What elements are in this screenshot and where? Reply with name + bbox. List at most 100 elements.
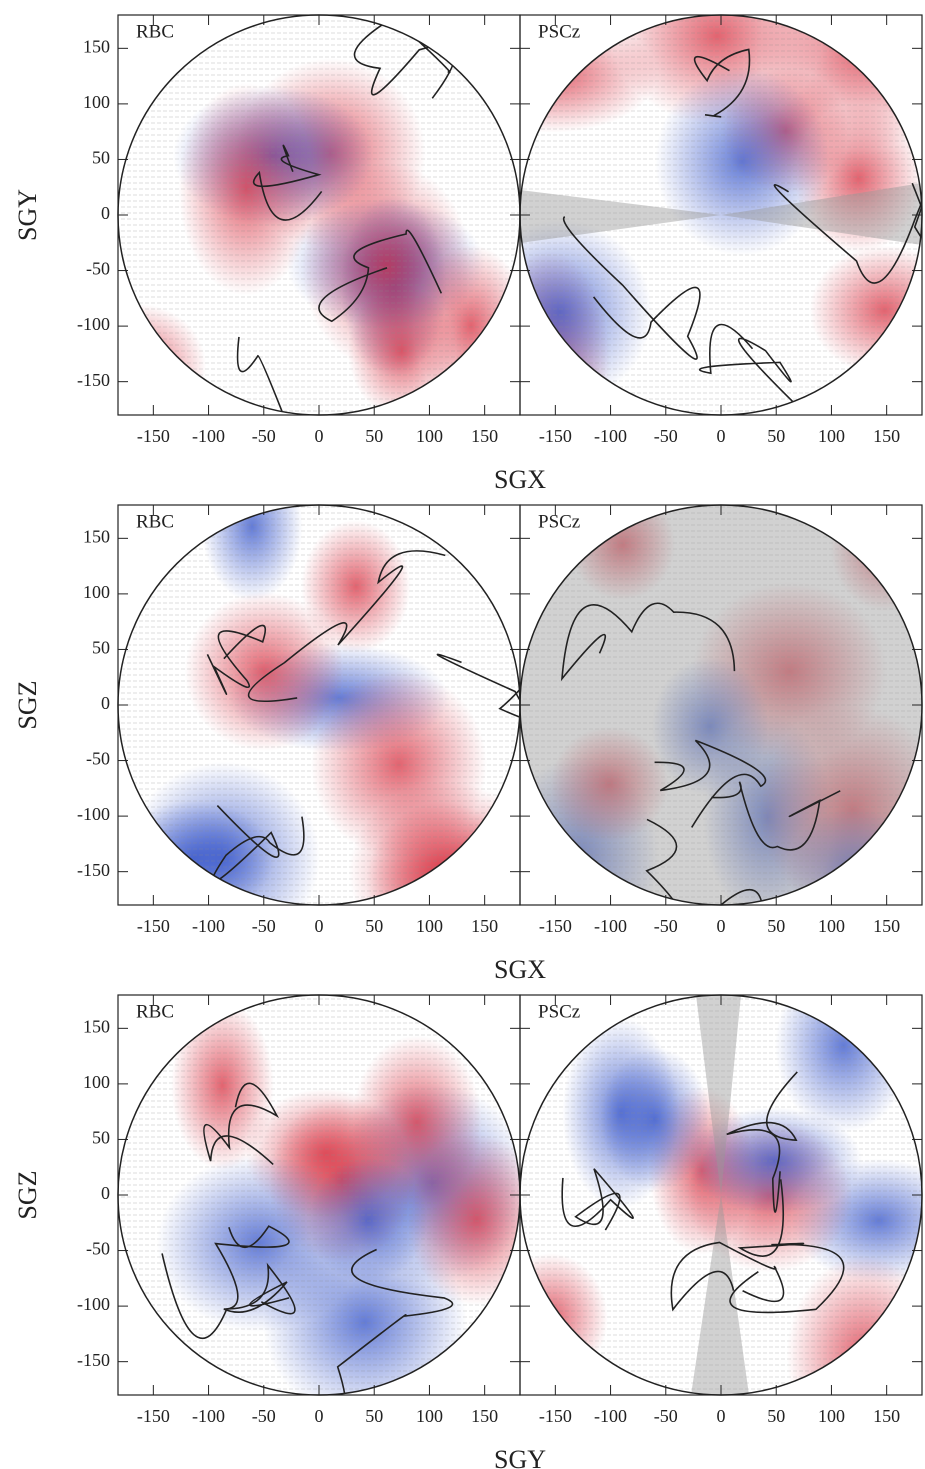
panel-label: RBC — [136, 21, 174, 42]
field — [118, 995, 520, 1395]
y-axis-label: SGY — [13, 189, 42, 241]
y-tick-label: 50 — [92, 148, 110, 168]
x-tick-label: -50 — [654, 1406, 678, 1426]
arrow-texture — [118, 505, 520, 905]
y-tick-label: -150 — [77, 1350, 110, 1370]
masked-wedge — [520, 183, 922, 245]
contour — [560, 602, 736, 682]
x-tick-label: 100 — [416, 916, 443, 936]
x-tick-label: 150 — [471, 916, 498, 936]
y-tick-label: 50 — [92, 1128, 110, 1148]
field — [520, 995, 922, 1395]
y-tick-label: 100 — [83, 1072, 110, 1092]
y-tick-label: -150 — [77, 860, 110, 880]
panel-label: RBC — [136, 1001, 174, 1022]
x-tick-label: -150 — [539, 1406, 572, 1426]
x-tick-label: 150 — [873, 1406, 900, 1426]
arrow-texture — [118, 15, 520, 415]
contour — [310, 1248, 454, 1395]
x-tick-label: -100 — [192, 426, 225, 446]
contour — [161, 1225, 290, 1340]
x-tick-label: 150 — [873, 426, 900, 446]
masked-region — [520, 505, 922, 905]
x-tick-label: -50 — [252, 426, 276, 446]
x-tick-label: -100 — [594, 1406, 627, 1426]
x-tick-label: 150 — [873, 916, 900, 936]
x-tick-label: -50 — [654, 916, 678, 936]
x-tick-label: 50 — [365, 426, 383, 446]
contour — [206, 624, 267, 695]
x-tick-label: 100 — [818, 426, 845, 446]
contour — [726, 1071, 798, 1213]
y-tick-label: -50 — [86, 259, 110, 279]
y-tick-label: 150 — [83, 36, 110, 56]
y-axis-label: SGZ — [13, 1170, 42, 1219]
contour — [318, 229, 443, 323]
x-tick-label: -100 — [192, 916, 225, 936]
x-tick-label: -100 — [594, 916, 627, 936]
y-tick-label: 150 — [83, 526, 110, 546]
y-tick-label: -150 — [77, 370, 110, 390]
x-tick-label: -150 — [137, 916, 170, 936]
x-tick-label: 50 — [365, 916, 383, 936]
x-tick-label: 0 — [717, 916, 726, 936]
y-tick-label: 50 — [92, 638, 110, 658]
panel-label: PSCz — [538, 1001, 580, 1022]
arrow-texture — [520, 15, 922, 415]
x-tick-label: 100 — [818, 1406, 845, 1426]
contour — [561, 1168, 634, 1231]
field — [118, 505, 520, 905]
field — [520, 505, 922, 905]
y-axis-label: SGZ — [13, 680, 42, 729]
contour — [645, 818, 764, 905]
y-tick-label: 100 — [83, 582, 110, 602]
x-tick-label: 100 — [416, 1406, 443, 1426]
x-tick-label: 0 — [717, 1406, 726, 1426]
x-tick-label: 50 — [365, 1406, 383, 1426]
contour — [698, 323, 810, 415]
x-tick-label: -150 — [137, 1406, 170, 1426]
y-tick-label: -100 — [77, 1294, 110, 1314]
contour — [773, 182, 922, 284]
y-tick-label: 0 — [101, 203, 110, 223]
x-tick-label: -50 — [654, 426, 678, 446]
contour — [203, 1082, 280, 1166]
x-tick-label: -150 — [137, 426, 170, 446]
x-tick-label: -150 — [539, 916, 572, 936]
contour — [654, 739, 767, 828]
y-tick-label: 100 — [83, 92, 110, 112]
x-tick-label: 50 — [767, 1406, 785, 1426]
arrow-texture — [520, 505, 922, 905]
contour — [248, 550, 446, 703]
x-tick-label: 0 — [315, 426, 324, 446]
arrow-texture — [118, 995, 520, 1395]
y-tick-label: 0 — [101, 693, 110, 713]
contour — [711, 781, 841, 851]
masked-wedge — [691, 995, 749, 1395]
x-tick-label: -50 — [252, 916, 276, 936]
arrow-texture — [520, 995, 922, 1395]
contour — [231, 336, 286, 415]
x-tick-label: 100 — [818, 916, 845, 936]
y-tick-label: -100 — [77, 804, 110, 824]
y-tick-label: 150 — [83, 1016, 110, 1036]
x-axis-label: SGX — [494, 465, 546, 494]
x-tick-label: 150 — [471, 426, 498, 446]
contour — [253, 144, 323, 221]
x-tick-label: 0 — [315, 1406, 324, 1426]
contour — [223, 1262, 296, 1315]
x-tick-label: 50 — [767, 426, 785, 446]
y-tick-label: 0 — [101, 1183, 110, 1203]
x-tick-label: 0 — [315, 916, 324, 936]
panel-label: PSCz — [538, 511, 580, 532]
x-tick-label: 0 — [717, 426, 726, 446]
x-tick-label: 150 — [471, 1406, 498, 1426]
contour — [693, 48, 751, 118]
x-tick-label: 100 — [416, 426, 443, 446]
contour — [436, 648, 520, 722]
contour — [670, 1241, 785, 1312]
x-tick-label: -50 — [252, 1406, 276, 1426]
y-tick-label: -50 — [86, 749, 110, 769]
x-axis-label: SGX — [494, 955, 546, 984]
